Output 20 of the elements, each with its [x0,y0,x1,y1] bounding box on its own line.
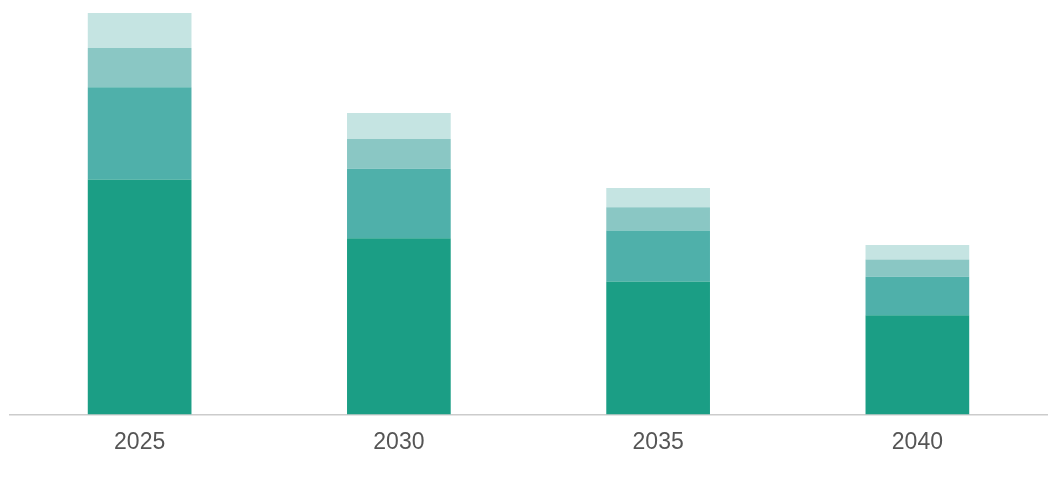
x-tick-label: 2030 [373,427,425,454]
bar [606,230,710,282]
bar [87,47,192,88]
bar [606,281,710,415]
x-tick-label: 2035 [632,427,684,454]
bar [347,139,451,169]
bar [865,245,970,260]
bar [606,207,710,231]
x-tick-label: 2040 [891,427,943,454]
bar [606,188,710,208]
bar [87,179,192,415]
bar [87,13,192,48]
bar [865,259,970,277]
x-tick-label: 2025 [114,427,166,454]
bar [865,276,970,316]
bar [347,168,451,239]
bar [347,112,451,140]
bar [87,87,192,180]
bar [865,315,970,415]
bar [347,238,451,415]
